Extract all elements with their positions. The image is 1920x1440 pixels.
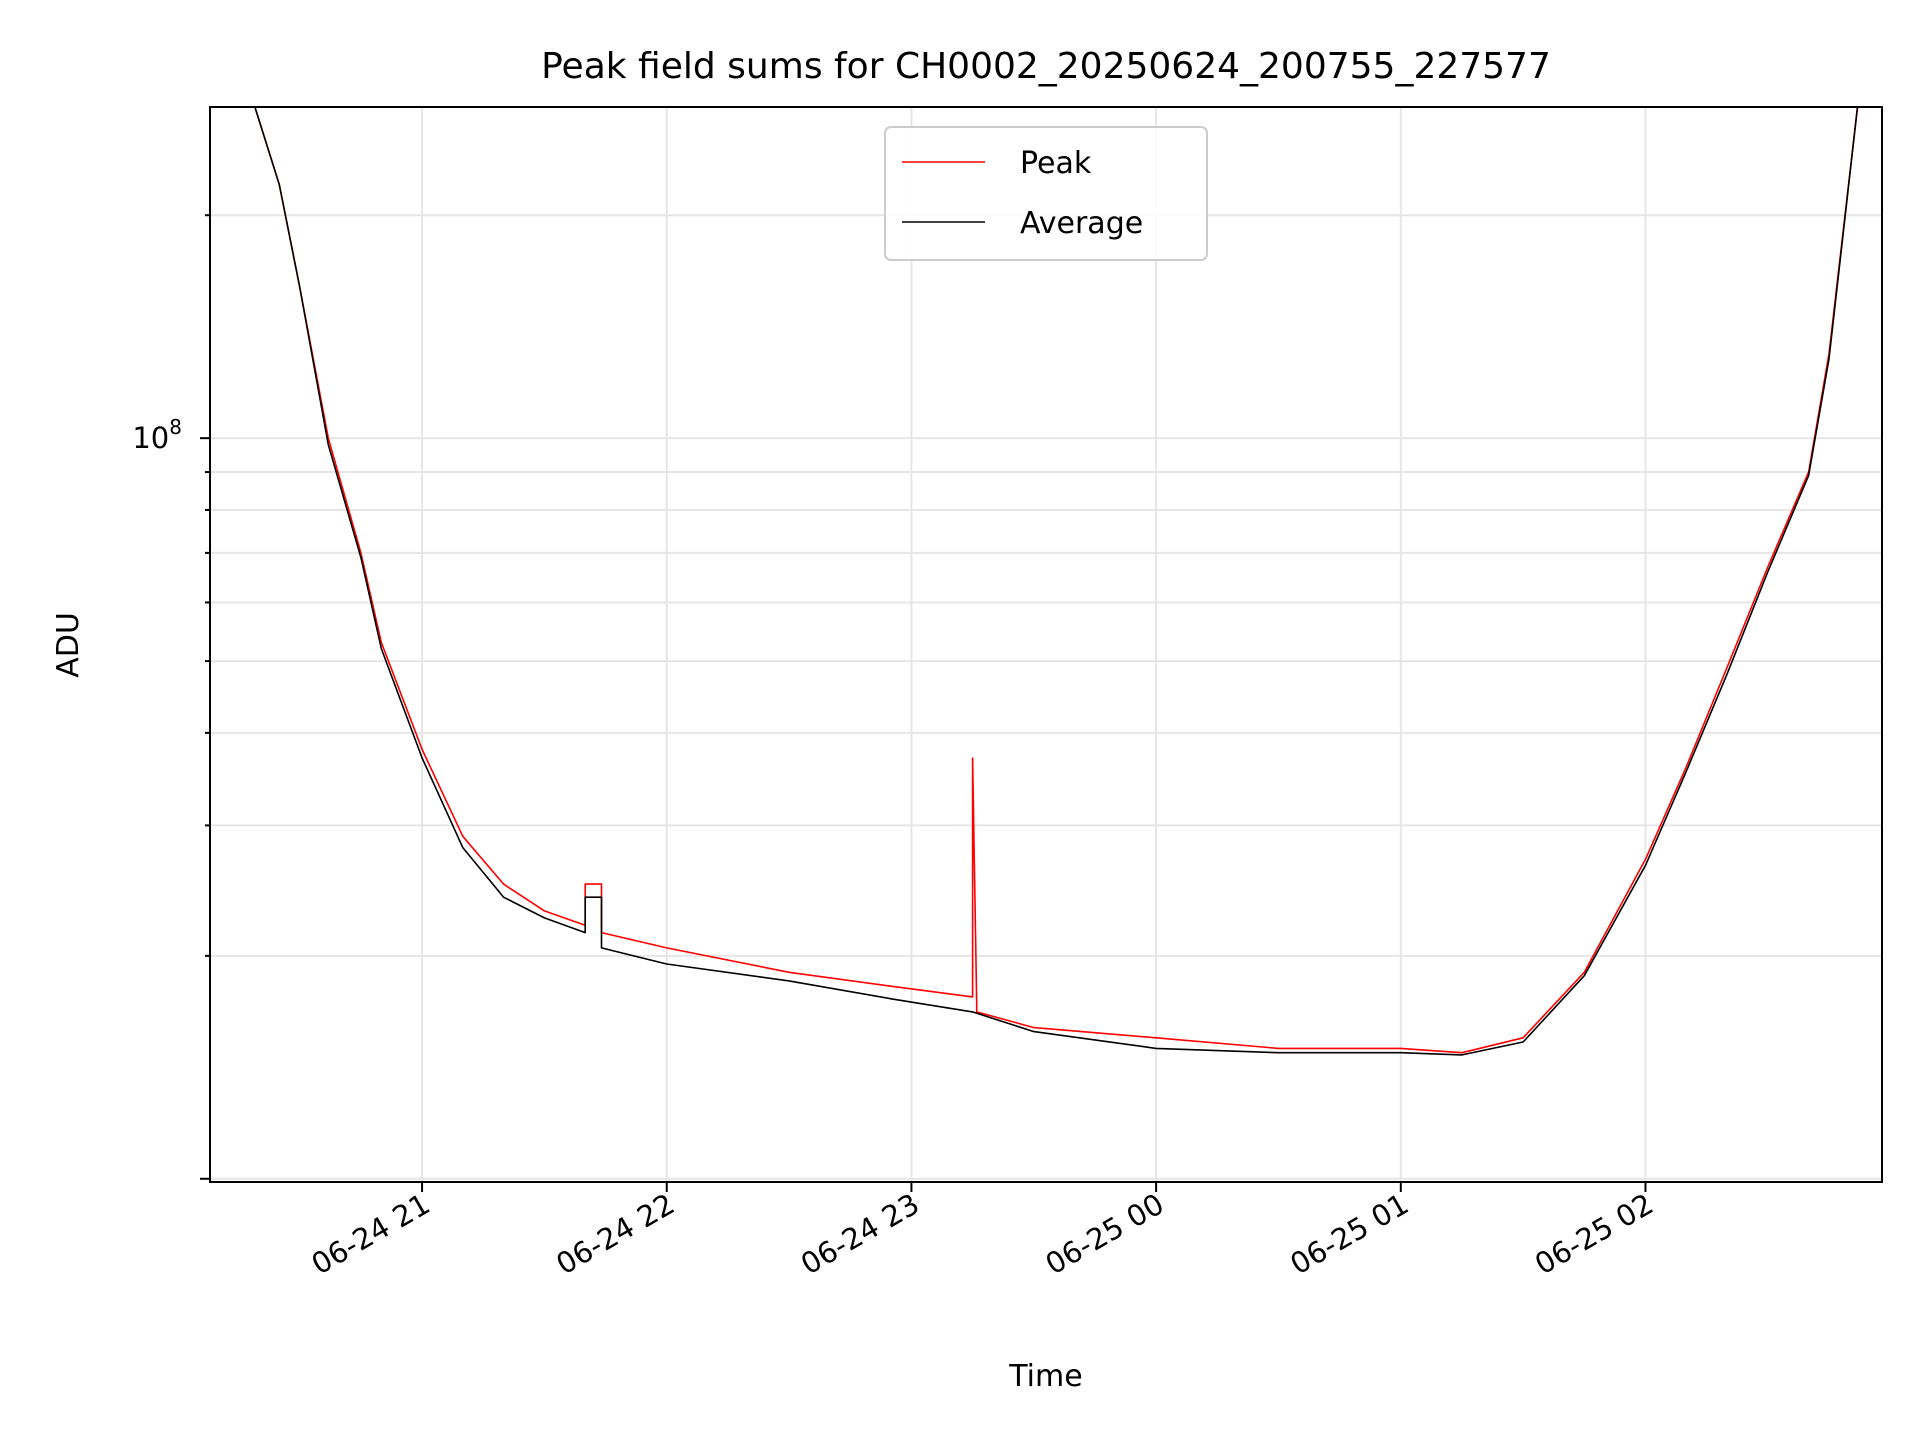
series-layer <box>254 107 1859 1056</box>
legend-label-peak: Peak <box>1020 146 1092 181</box>
series-line-average <box>254 107 1859 1056</box>
plot-frame <box>209 106 1883 1183</box>
y-tick-label-base: 10 <box>132 421 169 455</box>
y-tick-label-exponent: 8 <box>169 415 182 439</box>
legend: Peak Average <box>884 126 1208 261</box>
y-tick-label: 108 <box>132 415 182 455</box>
series-line-peak <box>254 107 1859 1054</box>
legend-label-average: Average <box>1020 206 1143 241</box>
legend-box <box>884 126 1208 261</box>
y-axis-label: ADU <box>51 612 86 678</box>
grid <box>210 107 1882 1182</box>
chart-title: Peak field sums for CH0002_20250624_2007… <box>541 46 1551 87</box>
x-axis-label: Time <box>1008 1359 1082 1394</box>
